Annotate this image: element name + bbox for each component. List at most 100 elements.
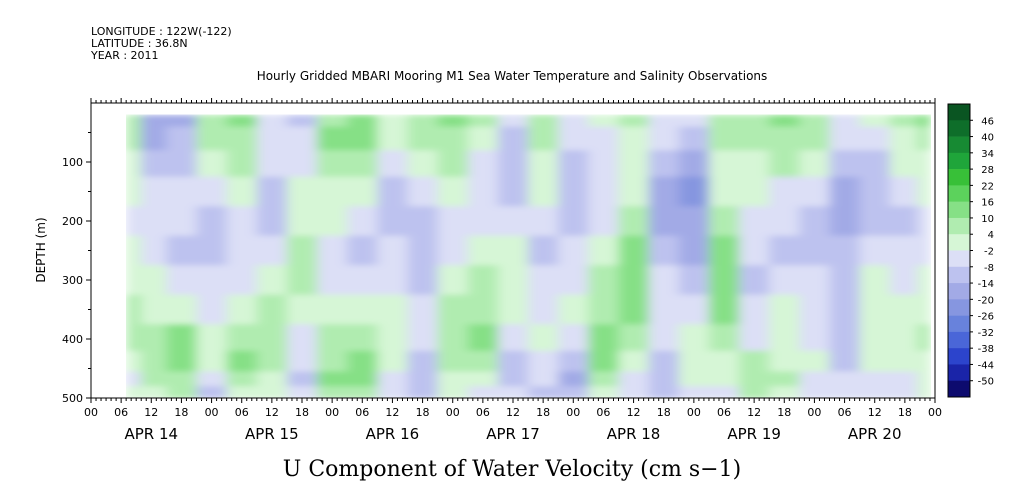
heatmap-cell xyxy=(799,324,831,352)
heatmap-cell xyxy=(126,235,142,266)
heatmap-cell xyxy=(256,386,288,398)
heatmap-cell xyxy=(497,324,529,352)
heatmap-cell xyxy=(648,294,680,325)
colorbar-label: 34 xyxy=(981,149,994,160)
heatmap-cell xyxy=(467,114,499,128)
heatmap-cell xyxy=(166,350,198,373)
x-hour-label: 12 xyxy=(506,406,520,419)
heatmap-cell xyxy=(196,386,228,398)
x-hour-label: 06 xyxy=(838,406,852,419)
heatmap-cell xyxy=(739,176,770,207)
heatmap-cell xyxy=(437,206,469,237)
heatmap-cell xyxy=(437,176,469,207)
heatmap-cell xyxy=(678,324,710,352)
heatmap-cell xyxy=(226,150,258,178)
heatmap-cell xyxy=(558,126,589,151)
heatmap-cell xyxy=(739,386,770,398)
heatmap-cell xyxy=(407,324,439,352)
x-day-label: APR 20 xyxy=(848,425,902,443)
y-tick-label: 200 xyxy=(62,215,83,228)
heatmap-cell xyxy=(317,265,348,296)
heatmap-cell xyxy=(317,324,348,352)
heatmap-cell xyxy=(678,350,710,373)
heatmap-cell xyxy=(829,265,861,296)
heatmap-cell xyxy=(317,206,348,237)
heatmap-cell xyxy=(528,114,559,128)
heatmap-cell xyxy=(917,265,931,296)
heatmap-cell xyxy=(618,324,650,352)
heatmap-cell xyxy=(407,350,439,373)
heatmap-cell xyxy=(859,324,891,352)
heatmap-cell xyxy=(588,176,620,207)
heatmap-cell xyxy=(917,126,931,151)
colorbar-swatch xyxy=(948,169,970,186)
heatmap-cell xyxy=(196,235,228,266)
colorbar: 46 40 34 28 22 16 10 4 -2 -8 -14 -20 -26 -32 -38 -44 -50 xyxy=(947,103,994,398)
heatmap-cell xyxy=(708,126,740,151)
heatmap-cell xyxy=(799,350,831,373)
heatmap-cell xyxy=(739,350,770,373)
heatmap-cell xyxy=(528,324,559,352)
heatmap-cell xyxy=(256,235,288,266)
heatmap-cell xyxy=(286,114,318,128)
heatmap-cell xyxy=(141,386,167,398)
heatmap-cell xyxy=(678,294,710,325)
heatmap-cell xyxy=(528,350,559,373)
colorbar-swatch xyxy=(948,201,970,219)
heatmap-cell xyxy=(437,235,469,266)
chart-title: Hourly Gridded MBARI Mooring M1 Sea Wate… xyxy=(257,69,768,83)
heatmap-cell xyxy=(497,206,529,237)
heatmap-cell xyxy=(407,265,439,296)
heatmap-cell xyxy=(467,350,499,373)
heatmap-cell xyxy=(317,176,348,207)
heatmap-cell xyxy=(829,114,861,128)
heatmap-cell xyxy=(377,350,409,373)
heatmap-cell xyxy=(528,150,559,178)
heatmap-cell xyxy=(286,324,318,352)
heatmap-cell xyxy=(166,235,198,266)
heatmap-cell xyxy=(196,324,228,352)
colorbar-swatch xyxy=(948,331,970,349)
heatmap-cell xyxy=(497,176,529,207)
heatmap-cell xyxy=(377,386,409,398)
heatmap-cell xyxy=(799,176,831,207)
colorbar-swatch xyxy=(948,217,970,235)
heatmap-cell xyxy=(588,324,620,352)
heatmap-cell xyxy=(256,150,288,178)
x-day-label: APR 18 xyxy=(607,425,661,443)
heatmap-cell xyxy=(799,114,831,128)
heatmap-cell xyxy=(799,206,831,237)
heatmap-cell xyxy=(256,126,288,151)
x-hour-label: 06 xyxy=(114,406,128,419)
heatmap-cell xyxy=(196,371,228,387)
heatmap-cell xyxy=(558,265,589,296)
x-hour-label: 12 xyxy=(144,406,158,419)
heatmap-cell xyxy=(141,324,167,352)
colorbar-swatch xyxy=(948,283,970,300)
heatmap-cell xyxy=(141,265,167,296)
heatmap-cell xyxy=(859,126,891,151)
heatmap-cell xyxy=(739,265,770,296)
heatmap-cell xyxy=(226,206,258,237)
heatmap-cell xyxy=(708,176,740,207)
x-hour-label: 18 xyxy=(174,406,188,419)
heatmap-cell xyxy=(437,126,469,151)
heatmap-cell xyxy=(467,126,499,151)
heatmap-cell xyxy=(166,114,198,128)
heatmap-cell xyxy=(347,324,378,352)
heatmap-cell xyxy=(407,114,439,128)
heatmap-cell xyxy=(708,350,740,373)
heatmap-cell xyxy=(799,386,831,398)
heatmap-cell xyxy=(256,176,288,207)
heatmap-cell xyxy=(648,176,680,207)
heatmap-cell xyxy=(648,386,680,398)
heatmap-cell xyxy=(126,126,142,151)
heatmap-cell xyxy=(377,265,409,296)
heatmap-cell xyxy=(166,126,198,151)
heatmap-cell xyxy=(769,235,800,266)
x-day-label: APR 17 xyxy=(486,425,540,443)
heatmap-cell xyxy=(407,371,439,387)
heatmap-cell xyxy=(196,114,228,128)
heatmap-cell xyxy=(377,371,409,387)
heatmap-cell xyxy=(196,126,228,151)
